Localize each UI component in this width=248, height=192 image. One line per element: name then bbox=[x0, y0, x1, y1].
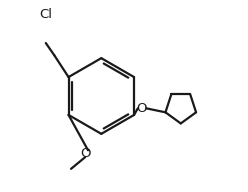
Text: O: O bbox=[80, 147, 91, 160]
Text: O: O bbox=[137, 102, 147, 115]
Text: Cl: Cl bbox=[39, 8, 52, 21]
